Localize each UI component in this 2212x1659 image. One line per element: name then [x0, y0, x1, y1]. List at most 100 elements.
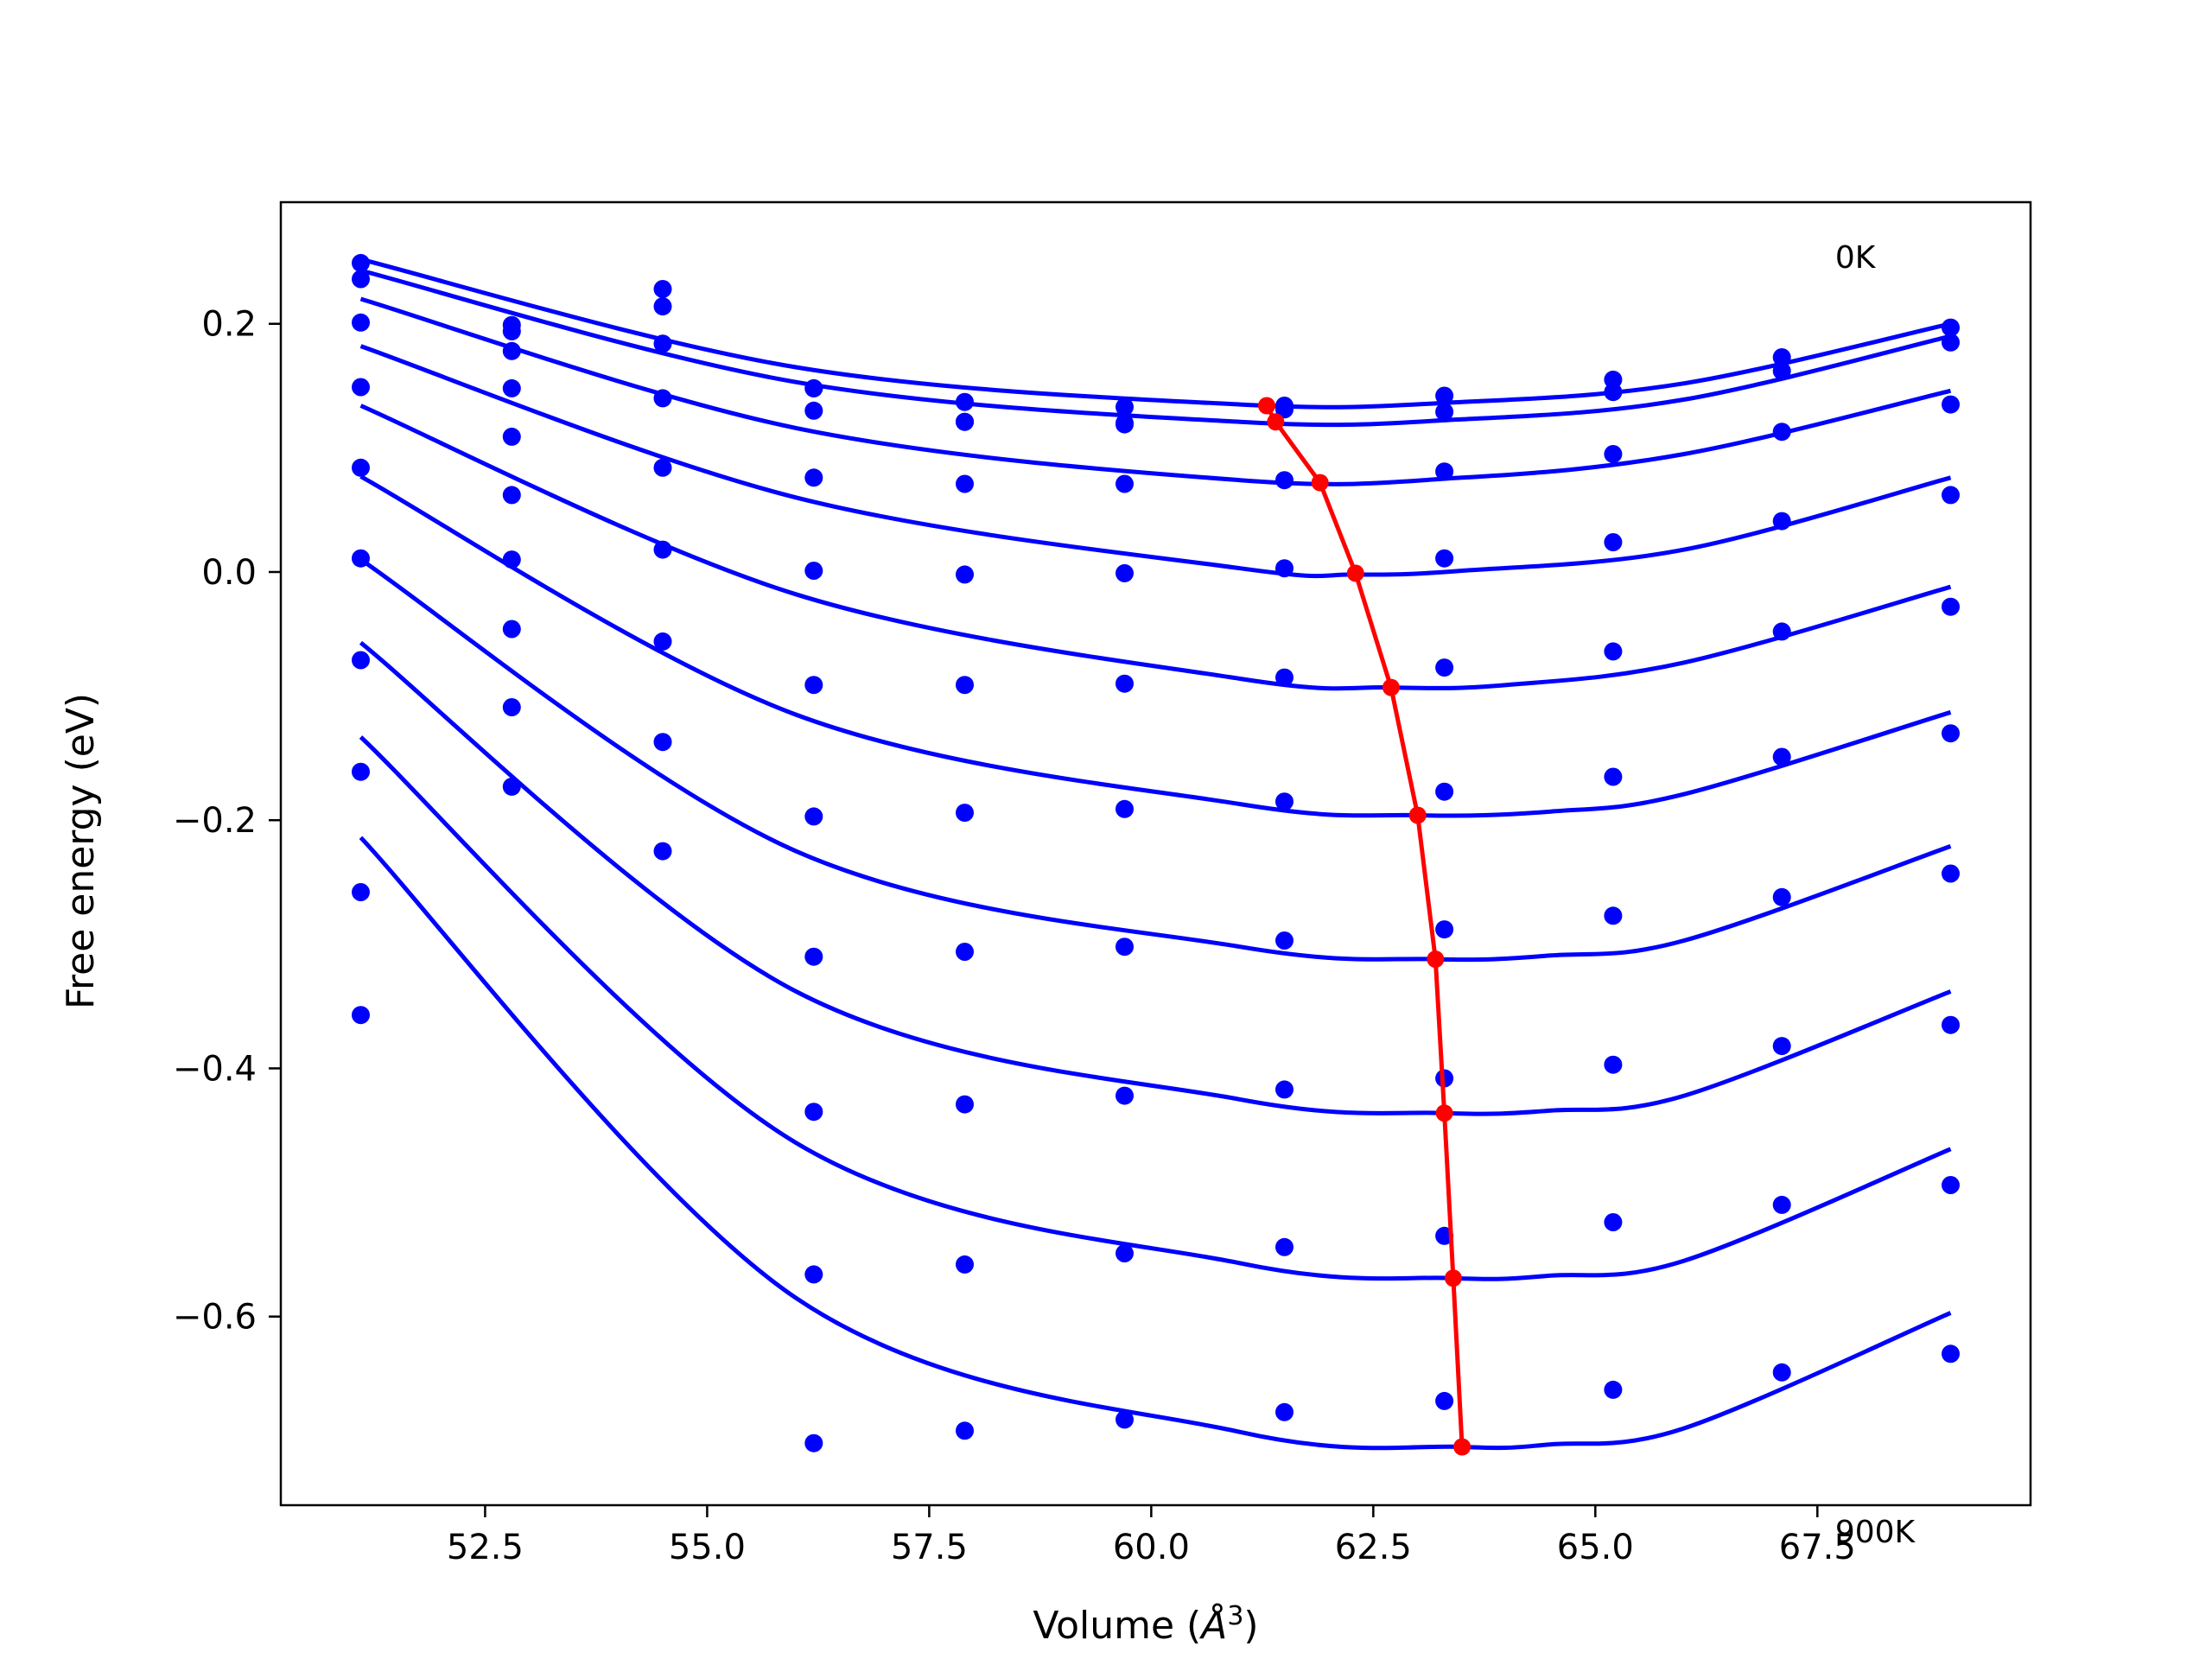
- fit-curve-1: [359, 268, 1952, 428]
- y-tick-label: −0.2: [173, 801, 257, 841]
- data-point: [352, 378, 370, 397]
- data-point: [1435, 549, 1454, 568]
- data-point: [1116, 674, 1134, 693]
- plot-area: [352, 253, 1960, 1456]
- x-tick-label: 67.5: [1779, 1528, 1856, 1567]
- y-tick-label: −0.4: [173, 1049, 257, 1089]
- data-point: [804, 1265, 823, 1284]
- data-point: [1435, 658, 1454, 677]
- x-axis-label-unit: Å: [1198, 1602, 1227, 1648]
- data-point: [1604, 445, 1623, 463]
- minimum-point: [1435, 1104, 1453, 1122]
- x-tick-label: 57.5: [891, 1528, 968, 1567]
- data-point: [653, 842, 672, 861]
- data-point: [1435, 782, 1454, 801]
- data-point: [956, 1095, 974, 1114]
- data-point: [1275, 400, 1294, 419]
- data-point: [956, 474, 974, 493]
- annotations: 0K 900K: [1835, 240, 1916, 1550]
- data-point: [1772, 361, 1791, 380]
- data-point: [352, 762, 370, 781]
- data-point: [352, 883, 370, 901]
- data-point: [1942, 724, 1960, 743]
- data-point: [502, 378, 521, 397]
- data-point: [804, 401, 823, 420]
- data-point: [1942, 395, 1960, 414]
- data-point: [1604, 642, 1623, 661]
- data-point: [804, 468, 823, 487]
- y-tick-label: 0.2: [201, 305, 257, 345]
- y-tick-label: 0.0: [201, 553, 257, 593]
- temperature-annotation-0: 0K: [1835, 240, 1877, 276]
- data-point: [1435, 920, 1454, 939]
- data-point: [1275, 559, 1294, 578]
- data-point: [502, 698, 521, 716]
- data-point: [1116, 1244, 1134, 1262]
- data-point: [1116, 397, 1134, 416]
- data-point: [653, 540, 672, 559]
- data-point: [956, 676, 974, 695]
- data-point: [653, 297, 672, 316]
- minimum-point: [1453, 1438, 1471, 1456]
- data-point: [1772, 747, 1791, 766]
- data-point: [653, 458, 672, 477]
- data-point: [1942, 1015, 1960, 1034]
- minimum-line: [1264, 404, 1465, 1447]
- data-point: [1275, 668, 1294, 687]
- data-point: [352, 313, 370, 332]
- axes-frame: [279, 200, 2032, 1507]
- x-axis: 52.5 55.0 57.5 60.0 62.5 65.0 67.5: [447, 1505, 1856, 1567]
- data-point: [1116, 563, 1134, 582]
- x-tick-label: 60.0: [1113, 1528, 1190, 1567]
- data-point: [352, 549, 370, 568]
- x-tick-label: 65.0: [1557, 1528, 1634, 1567]
- fit-curve-4: [359, 404, 1952, 691]
- minimum-point: [1258, 397, 1275, 415]
- data-point: [1942, 864, 1960, 883]
- data-point: [1772, 1195, 1791, 1214]
- fit-curve-5: [359, 474, 1952, 818]
- data-point: [1942, 318, 1960, 337]
- data-point: [1942, 1344, 1960, 1363]
- data-point: [1435, 386, 1454, 405]
- data-point: [653, 389, 672, 408]
- data-point: [1772, 348, 1791, 366]
- data-point: [502, 486, 521, 505]
- minimum-point: [1444, 1269, 1462, 1287]
- data-point: [1942, 1176, 1960, 1194]
- fit-curve-3: [359, 344, 1952, 579]
- data-point: [1604, 767, 1623, 786]
- x-axis-label-close: ): [1243, 1604, 1258, 1648]
- data-point: [1604, 1213, 1623, 1231]
- data-point: [1116, 1410, 1134, 1429]
- data-point: [653, 280, 672, 298]
- data-point: [956, 392, 974, 411]
- data-point: [1604, 1380, 1623, 1399]
- data-point: [653, 632, 672, 651]
- data-point: [653, 733, 672, 752]
- data-point: [1116, 938, 1134, 957]
- x-axis-label-exponent: 3: [1227, 1601, 1243, 1631]
- minimum-point: [1311, 474, 1329, 492]
- data-point: [956, 804, 974, 823]
- data-point: [502, 777, 521, 796]
- data-point: [352, 253, 370, 272]
- data-point: [352, 458, 370, 477]
- data-point: [502, 550, 521, 569]
- data-point: [1772, 887, 1791, 906]
- x-axis-label: Volume (Å3): [1033, 1601, 1258, 1648]
- data-point: [1275, 1237, 1294, 1256]
- data-point: [804, 676, 823, 695]
- data-point: [804, 807, 823, 826]
- y-axis-label: Free energy (eV): [59, 693, 103, 1009]
- data-point: [653, 334, 672, 353]
- data-point: [1942, 597, 1960, 616]
- data-point: [1275, 471, 1294, 490]
- data-point: [804, 947, 823, 966]
- temperature-annotation-1: 900K: [1835, 1515, 1916, 1550]
- data-point: [804, 562, 823, 580]
- y-axis: 0.2 0.0 −0.2 −0.4 −0.6: [173, 305, 281, 1338]
- minimum-point: [1382, 678, 1400, 696]
